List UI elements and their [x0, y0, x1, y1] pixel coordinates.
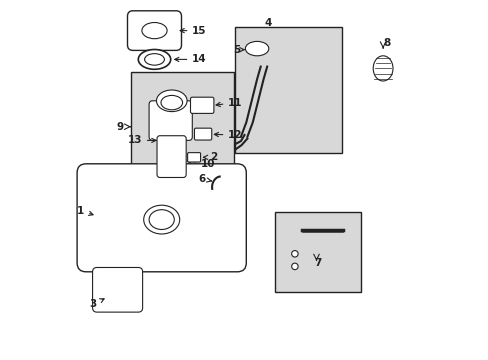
FancyBboxPatch shape: [190, 97, 213, 113]
Text: 7: 7: [314, 258, 321, 268]
Ellipse shape: [149, 210, 174, 230]
Text: 13: 13: [127, 135, 156, 145]
Ellipse shape: [245, 41, 268, 56]
Bar: [275, 212, 361, 292]
Ellipse shape: [156, 90, 187, 112]
FancyBboxPatch shape: [77, 164, 246, 272]
Ellipse shape: [142, 22, 167, 39]
FancyBboxPatch shape: [187, 153, 200, 162]
FancyBboxPatch shape: [127, 11, 181, 50]
Ellipse shape: [143, 205, 179, 234]
Text: 9: 9: [117, 122, 123, 132]
Ellipse shape: [291, 263, 298, 270]
Text: 5: 5: [232, 45, 244, 55]
Text: 6: 6: [198, 174, 211, 184]
Ellipse shape: [144, 54, 164, 65]
FancyBboxPatch shape: [92, 267, 142, 312]
Text: 15: 15: [180, 26, 206, 36]
Text: 12: 12: [214, 130, 243, 140]
Text: 8: 8: [382, 38, 389, 48]
Text: 10: 10: [187, 159, 215, 169]
Bar: [235, 27, 341, 153]
Ellipse shape: [161, 95, 182, 110]
Text: 2: 2: [203, 152, 217, 162]
Text: 14: 14: [174, 54, 206, 64]
Ellipse shape: [372, 56, 392, 81]
Text: 3: 3: [89, 299, 104, 309]
FancyBboxPatch shape: [157, 136, 186, 177]
Text: 1: 1: [77, 206, 93, 216]
FancyBboxPatch shape: [149, 101, 192, 140]
Ellipse shape: [291, 251, 298, 257]
Text: 11: 11: [216, 98, 243, 108]
Bar: [131, 72, 233, 182]
Text: 4: 4: [264, 18, 271, 28]
Ellipse shape: [138, 50, 170, 69]
FancyBboxPatch shape: [194, 128, 211, 140]
